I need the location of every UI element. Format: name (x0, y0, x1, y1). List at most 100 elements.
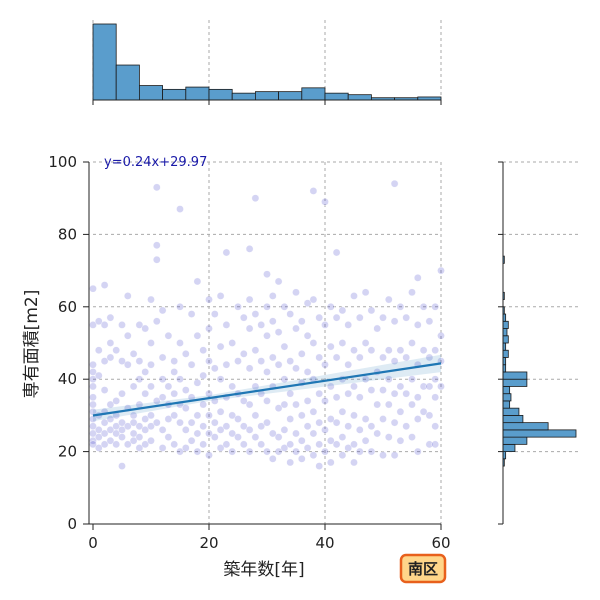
data-point (170, 389, 178, 398)
data-point (396, 302, 405, 311)
data-point (158, 393, 167, 402)
data-point (205, 295, 213, 304)
data-point (338, 306, 347, 315)
data-point (164, 331, 173, 340)
data-point (187, 360, 196, 369)
data-point (228, 339, 236, 347)
data-point (379, 451, 387, 460)
y-marginal-bar (502, 422, 549, 431)
data-point (373, 429, 382, 438)
data-point (245, 245, 254, 253)
data-point (379, 353, 387, 362)
data-point (274, 328, 283, 336)
data-point (268, 317, 277, 326)
data-point (239, 350, 248, 358)
scatter-plot: 0 20 40 60 0 20 40 60 80 100 (48, 153, 450, 552)
data-point (263, 418, 271, 427)
y-marginal-bar (502, 386, 511, 395)
data-point (350, 458, 358, 467)
y-tick-label: 0 (67, 515, 77, 533)
data-point (292, 324, 300, 333)
data-point (89, 284, 97, 293)
data-point (408, 288, 416, 297)
data-point (245, 426, 254, 434)
data-point (234, 302, 242, 311)
data-point (147, 295, 155, 304)
data-point (361, 415, 370, 423)
data-point (239, 397, 248, 405)
x-tick-label: 60 (431, 534, 450, 552)
data-point (280, 400, 289, 409)
data-point (367, 447, 376, 456)
data-point (350, 292, 358, 300)
data-point (216, 292, 225, 300)
data-point (118, 321, 126, 329)
data-point (292, 288, 300, 297)
data-point (338, 407, 347, 416)
data-point (176, 205, 184, 213)
data-point (332, 248, 341, 257)
data-point (152, 183, 161, 192)
data-point (303, 368, 312, 376)
data-point (326, 436, 335, 445)
data-point (355, 393, 364, 402)
data-point (216, 375, 225, 384)
data-point (413, 274, 422, 282)
data-point (141, 324, 149, 333)
data-point (228, 411, 236, 420)
data-point (344, 422, 353, 431)
data-point (425, 382, 434, 391)
y-marginal-bar (502, 349, 509, 358)
y-marginal-bar (502, 407, 520, 416)
data-point (425, 440, 434, 449)
data-point (280, 302, 289, 311)
data-point (164, 382, 173, 391)
data-point (100, 281, 109, 289)
data-point (437, 382, 445, 391)
data-point (384, 346, 393, 355)
data-point (176, 447, 184, 456)
y-tick-label: 20 (58, 443, 77, 461)
data-point (158, 444, 167, 452)
data-point (187, 436, 196, 445)
data-point (95, 444, 103, 452)
x-marginal-bar (208, 88, 233, 101)
data-point (100, 440, 109, 449)
data-point (216, 407, 225, 416)
data-point (106, 415, 115, 423)
data-point (402, 353, 411, 362)
data-point (95, 346, 103, 355)
data-point (315, 353, 324, 362)
data-point (431, 302, 440, 311)
data-point (373, 324, 382, 333)
y-tick-label: 60 (58, 298, 77, 316)
data-point (338, 451, 347, 460)
data-point (118, 357, 126, 365)
data-point (187, 310, 196, 318)
data-point (193, 331, 202, 340)
data-point (396, 346, 405, 355)
data-point (251, 194, 260, 202)
y-marginal-bar (502, 429, 577, 438)
data-point (419, 382, 428, 391)
data-point (222, 360, 231, 369)
data-point (129, 418, 138, 427)
y-marginal-bar (502, 371, 528, 380)
x-axis-label: 築年数[年] (223, 560, 304, 580)
data-point (234, 415, 242, 423)
data-point (263, 368, 271, 376)
data-point (332, 353, 341, 362)
data-point (147, 436, 155, 445)
data-point (124, 422, 132, 431)
data-point (332, 393, 341, 402)
data-point (303, 397, 312, 405)
data-point (199, 400, 207, 409)
data-point (315, 440, 324, 449)
y-marginal-bar (502, 443, 516, 452)
y-axis-label: 専有面積[m2] (22, 290, 42, 399)
data-point (135, 357, 144, 365)
data-point (106, 436, 115, 445)
data-point (193, 277, 202, 286)
data-point (384, 375, 393, 384)
data-point (297, 317, 306, 326)
